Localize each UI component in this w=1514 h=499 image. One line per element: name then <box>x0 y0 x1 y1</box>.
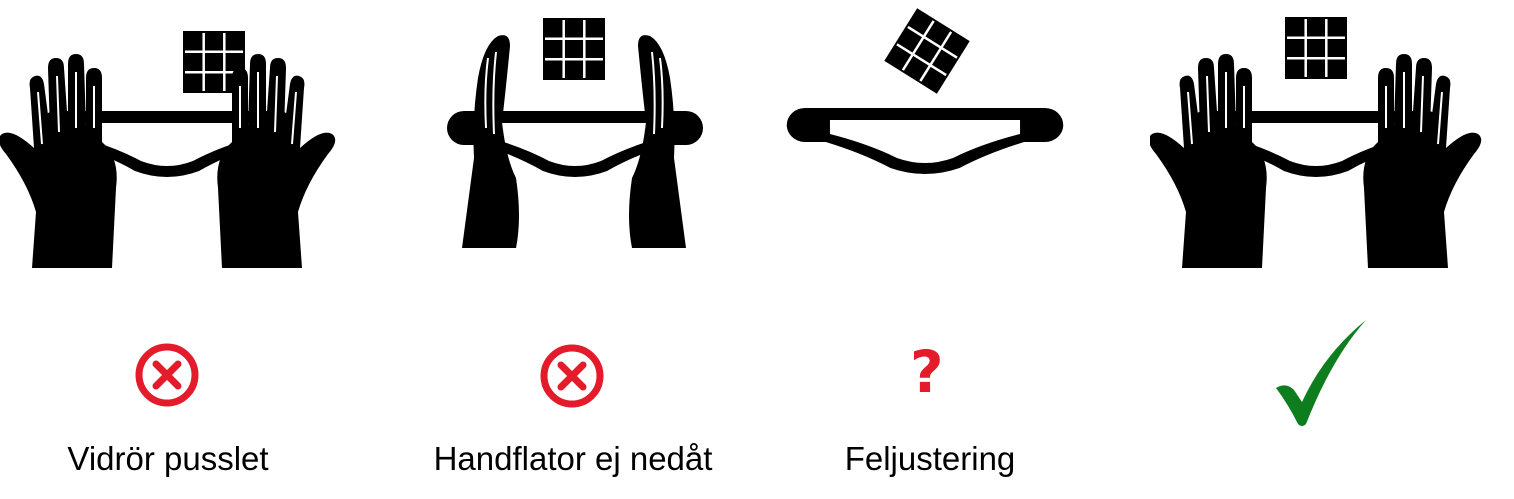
right-hand-icon <box>216 53 337 269</box>
timer-icon <box>786 108 1064 174</box>
circle-x-icon <box>135 343 199 407</box>
right-hand-icon <box>1362 53 1483 269</box>
caption-misalignment: Feljustering <box>844 440 1016 477</box>
hands-touching-puzzle-illustration <box>0 29 337 269</box>
panel-touching-puzzle: Vidrör pusslet <box>0 0 340 499</box>
question-mark-icon: ? <box>910 338 944 406</box>
caption-touching-puzzle: Vidrör pusslet <box>67 440 269 477</box>
checkmark-icon <box>1276 320 1366 426</box>
circle-x-icon <box>540 344 604 408</box>
puzzle-cube-icon <box>883 7 971 95</box>
caption-palms-not-down: Handflator ej nedåt <box>433 440 713 477</box>
correct-position-illustration <box>1150 15 1483 269</box>
panel-misalignment: ? Feljustering <box>780 0 1080 499</box>
puzzle-cube-icon <box>541 16 607 82</box>
left-hand-icon <box>0 53 118 269</box>
palms-not-down-illustration <box>447 16 703 249</box>
left-hand-icon <box>1150 53 1268 269</box>
misaligned-puzzle-illustration <box>786 7 1064 174</box>
puzzle-cube-icon <box>1283 15 1349 81</box>
panel-palms-not-down: Handflator ej nedåt <box>400 0 760 499</box>
panel-correct <box>1150 0 1514 499</box>
